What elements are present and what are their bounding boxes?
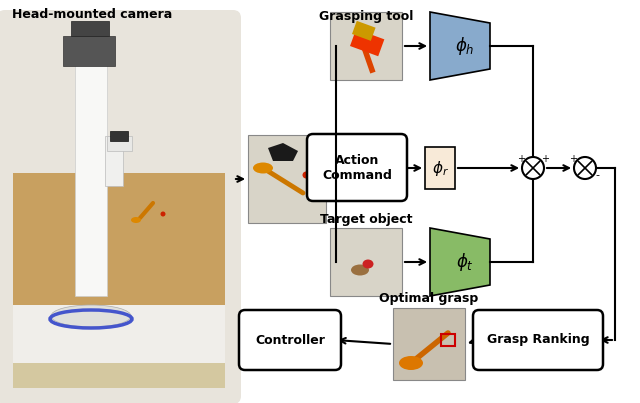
Text: Controller: Controller (255, 334, 325, 347)
Bar (350, 29, 385, 56)
FancyBboxPatch shape (307, 134, 407, 201)
Ellipse shape (51, 305, 131, 327)
Text: $\phi_r$: $\phi_r$ (431, 158, 449, 177)
Bar (75, 36, 107, 296)
Polygon shape (430, 12, 490, 80)
Bar (330, 12, 402, 80)
Bar (13, 173, 225, 380)
Text: Action
Command: Action Command (322, 154, 392, 182)
Bar (425, 147, 455, 189)
Text: +: + (541, 154, 549, 164)
Ellipse shape (131, 217, 141, 223)
Bar (63, 36, 115, 66)
Text: +: + (569, 154, 577, 164)
FancyBboxPatch shape (0, 10, 241, 403)
Circle shape (522, 157, 544, 179)
FancyBboxPatch shape (239, 310, 341, 370)
Circle shape (574, 157, 596, 179)
Text: +: + (517, 154, 525, 164)
Bar (248, 135, 326, 223)
Text: Grasp Ranking: Grasp Ranking (486, 334, 589, 347)
Text: Optimal grasp: Optimal grasp (380, 292, 479, 305)
Bar (13, 173, 225, 305)
Ellipse shape (351, 264, 369, 276)
Text: Target object: Target object (320, 213, 412, 226)
Ellipse shape (303, 172, 310, 179)
Ellipse shape (399, 356, 423, 370)
Bar (105, 136, 123, 186)
Bar (110, 131, 128, 141)
Polygon shape (430, 228, 490, 296)
Text: Grasping tool: Grasping tool (319, 10, 413, 23)
Text: -: - (595, 170, 599, 180)
Bar (330, 228, 402, 296)
Text: $\phi_h$: $\phi_h$ (455, 35, 475, 57)
Bar (13, 363, 225, 388)
FancyBboxPatch shape (473, 310, 603, 370)
Polygon shape (268, 143, 298, 161)
Bar (393, 308, 465, 380)
Bar (71, 21, 109, 36)
Bar (352, 21, 376, 41)
Ellipse shape (253, 162, 273, 174)
Text: Head-mounted camera: Head-mounted camera (12, 8, 172, 21)
Ellipse shape (362, 260, 374, 268)
Text: $\phi_t$: $\phi_t$ (456, 251, 474, 273)
Bar (441, 334, 455, 346)
Ellipse shape (161, 212, 166, 216)
Bar (107, 136, 132, 151)
